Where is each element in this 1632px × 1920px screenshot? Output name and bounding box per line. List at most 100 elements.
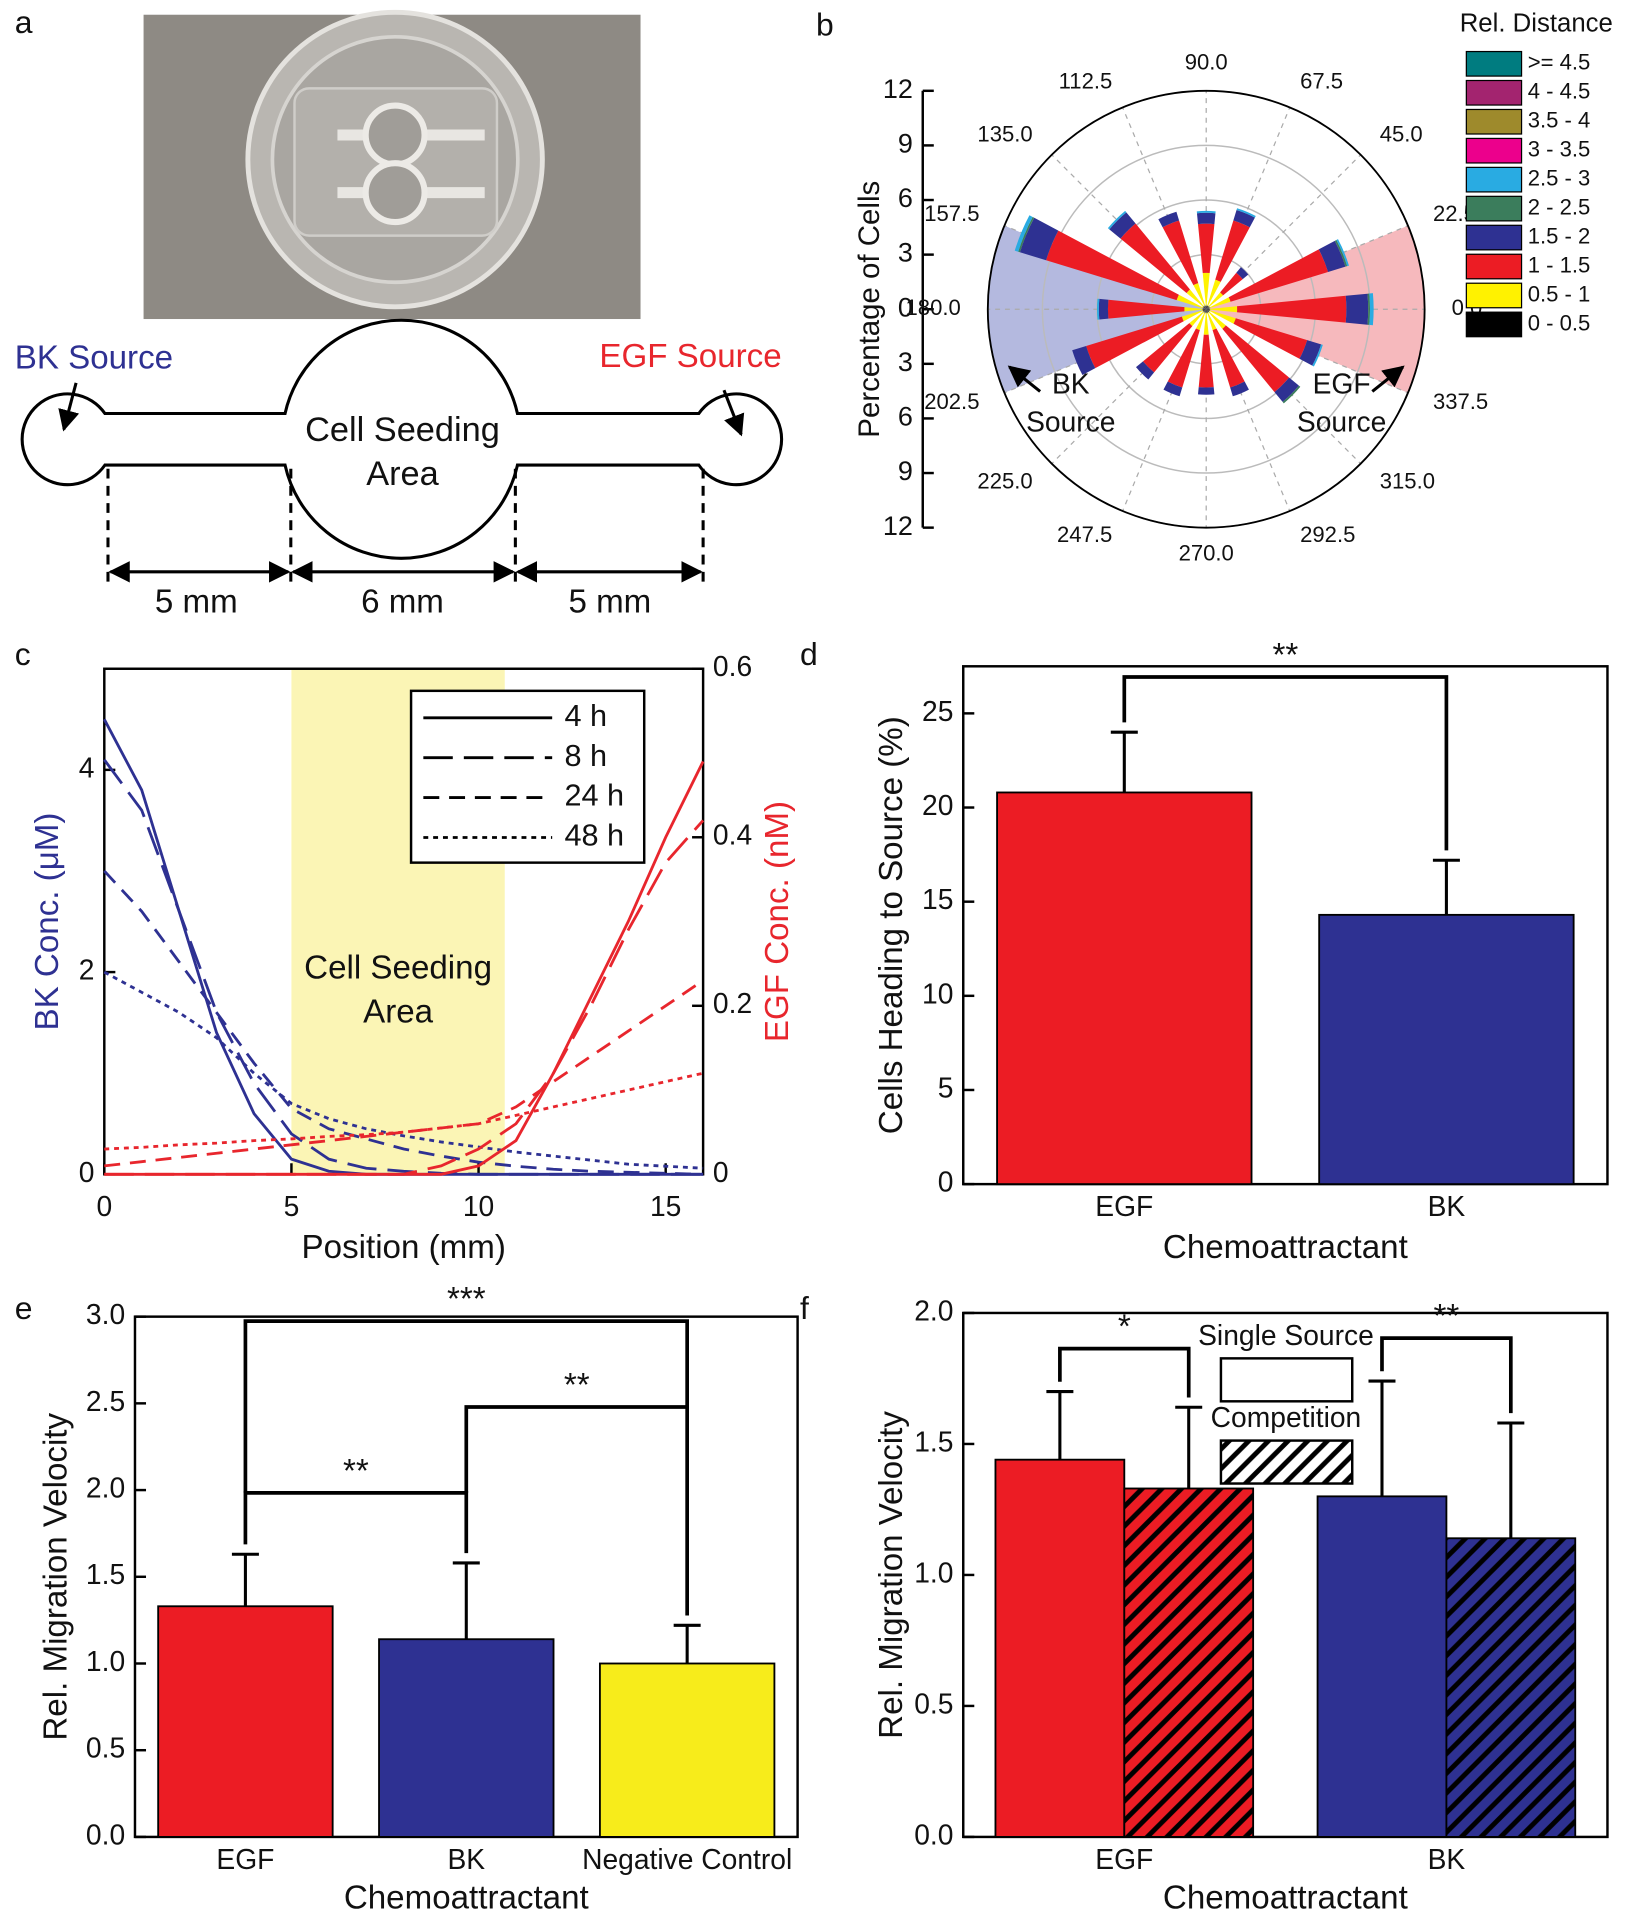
- r-tick-label: 3: [898, 238, 913, 268]
- wedge: [1205, 305, 1207, 310]
- wedge: [1215, 220, 1250, 282]
- wedge: [1236, 208, 1256, 218]
- y-tick-label: 0: [938, 1166, 954, 1198]
- theta-tick-label: 45.0: [1380, 122, 1423, 147]
- r-tick-label: 0: [898, 292, 913, 322]
- significance-label: **: [343, 1453, 369, 1490]
- wedge: [1014, 215, 1033, 252]
- panel-label: f: [800, 1290, 809, 1326]
- bar: [996, 791, 1253, 1186]
- spoke: [1051, 308, 1207, 465]
- significance-label: **: [1272, 637, 1298, 674]
- theta-tick-label: 157.5: [924, 201, 979, 226]
- line: Source: [1026, 406, 1115, 438]
- series-line: [103, 870, 704, 1176]
- source-label: EGF Source: [1297, 368, 1386, 438]
- x-tick-label: EGF: [1095, 1190, 1153, 1222]
- y-tick-label: 1.0: [86, 1645, 125, 1677]
- wedge: [1202, 308, 1207, 310]
- y-axis-title: BK Conc. (μM): [29, 813, 66, 1031]
- x-tick-label: 10: [463, 1190, 494, 1222]
- bar: [157, 1605, 334, 1838]
- wedge: [1207, 312, 1217, 331]
- wedge: [1206, 309, 1208, 313]
- wedge: [1196, 210, 1216, 214]
- legend-label: 2 - 2.5: [1528, 194, 1591, 219]
- wedge: [1096, 298, 1100, 320]
- wedge: [1203, 312, 1209, 335]
- y2-axis-title: EGF Conc. (nM): [759, 801, 796, 1042]
- spoke: [1122, 107, 1207, 310]
- wedge: [1189, 311, 1204, 327]
- x-axis-title: Chemoattractant: [1163, 1879, 1408, 1916]
- egf-source-label: EGF Source: [599, 338, 781, 375]
- significance-label: ***: [447, 1281, 486, 1318]
- seeding-area-label: Cell Seeding Area: [305, 411, 500, 493]
- wedge: [1162, 220, 1199, 286]
- wedge: [1233, 318, 1308, 359]
- wedge: [1046, 230, 1179, 301]
- significance-bracket: [1058, 1346, 1191, 1398]
- panel-a: a BK Source EGF Source Cell Seeding Area …: [15, 4, 784, 620]
- r-tick-label: 6: [898, 183, 913, 213]
- line: Source: [1297, 406, 1386, 438]
- wedge: [1158, 211, 1180, 228]
- error-bar: [1175, 1405, 1203, 1489]
- legend-label: 0 - 0.5: [1528, 310, 1591, 335]
- error-bar: [1368, 1379, 1396, 1497]
- wedge: [1230, 381, 1249, 397]
- y-tick-label: 2.0: [914, 1294, 953, 1326]
- wedge: [1336, 239, 1349, 267]
- wedge: [1184, 307, 1203, 312]
- span-label: 6 mm: [361, 583, 444, 620]
- x-tick-label: BK: [1428, 1190, 1466, 1222]
- legend-swatch: [1219, 1357, 1354, 1403]
- wedge: [1019, 217, 1059, 261]
- legend-label: Single Source: [1198, 1319, 1374, 1351]
- wedge: [1345, 293, 1369, 325]
- span-label: 5 mm: [568, 583, 651, 620]
- wedge: [1206, 305, 1208, 310]
- error-bar: [673, 1623, 701, 1664]
- wedge: [1098, 298, 1109, 320]
- legend-box: [409, 689, 646, 864]
- wedge: [1208, 311, 1226, 329]
- theta-tick-label: 315.0: [1380, 469, 1435, 494]
- wedge: [1299, 340, 1322, 366]
- wedge: [1086, 316, 1184, 369]
- legend-swatch: [1465, 50, 1523, 77]
- y-tick-label: 0.5: [914, 1687, 953, 1719]
- wedge: [1318, 240, 1346, 272]
- device-photo: [143, 9, 641, 320]
- wedge: [1195, 312, 1206, 331]
- y-tick-label: 0.0: [86, 1818, 125, 1850]
- wedge: [1181, 310, 1203, 322]
- spoke: [1205, 107, 1291, 310]
- source-arrow: [1371, 365, 1405, 393]
- y-tick-label: 2: [79, 954, 95, 986]
- plot-frame: [962, 665, 1609, 1186]
- wedge: [1282, 385, 1301, 404]
- dimension-guides: [106, 468, 705, 587]
- wedge: [1202, 309, 1207, 311]
- panel-label: a: [15, 4, 33, 40]
- y-axis-title: Cells Heading to Source (%): [873, 716, 910, 1134]
- r-tick-label: 12: [883, 74, 913, 104]
- legend-swatch: [1465, 224, 1523, 251]
- wedge: [1186, 289, 1204, 307]
- wedge: [1228, 249, 1329, 302]
- y2-tick-label: 0.6: [713, 650, 752, 682]
- error-bar: [1432, 858, 1460, 915]
- legend-swatch: [1465, 282, 1523, 309]
- wedge: [1236, 267, 1249, 280]
- r-tick-label: 12: [883, 511, 913, 541]
- legend-label: >= 4.5: [1528, 50, 1591, 75]
- x-tick-label: Negative Control: [582, 1843, 792, 1875]
- y2-tick-label: 0: [713, 1156, 729, 1188]
- legend-label: 48 h: [564, 819, 624, 853]
- legend-label: 3.5 - 4: [1528, 108, 1591, 133]
- bar: [598, 1662, 776, 1838]
- theta-tick-label: 270.0: [1179, 540, 1234, 565]
- theta-tick-label: 292.5: [1300, 522, 1355, 547]
